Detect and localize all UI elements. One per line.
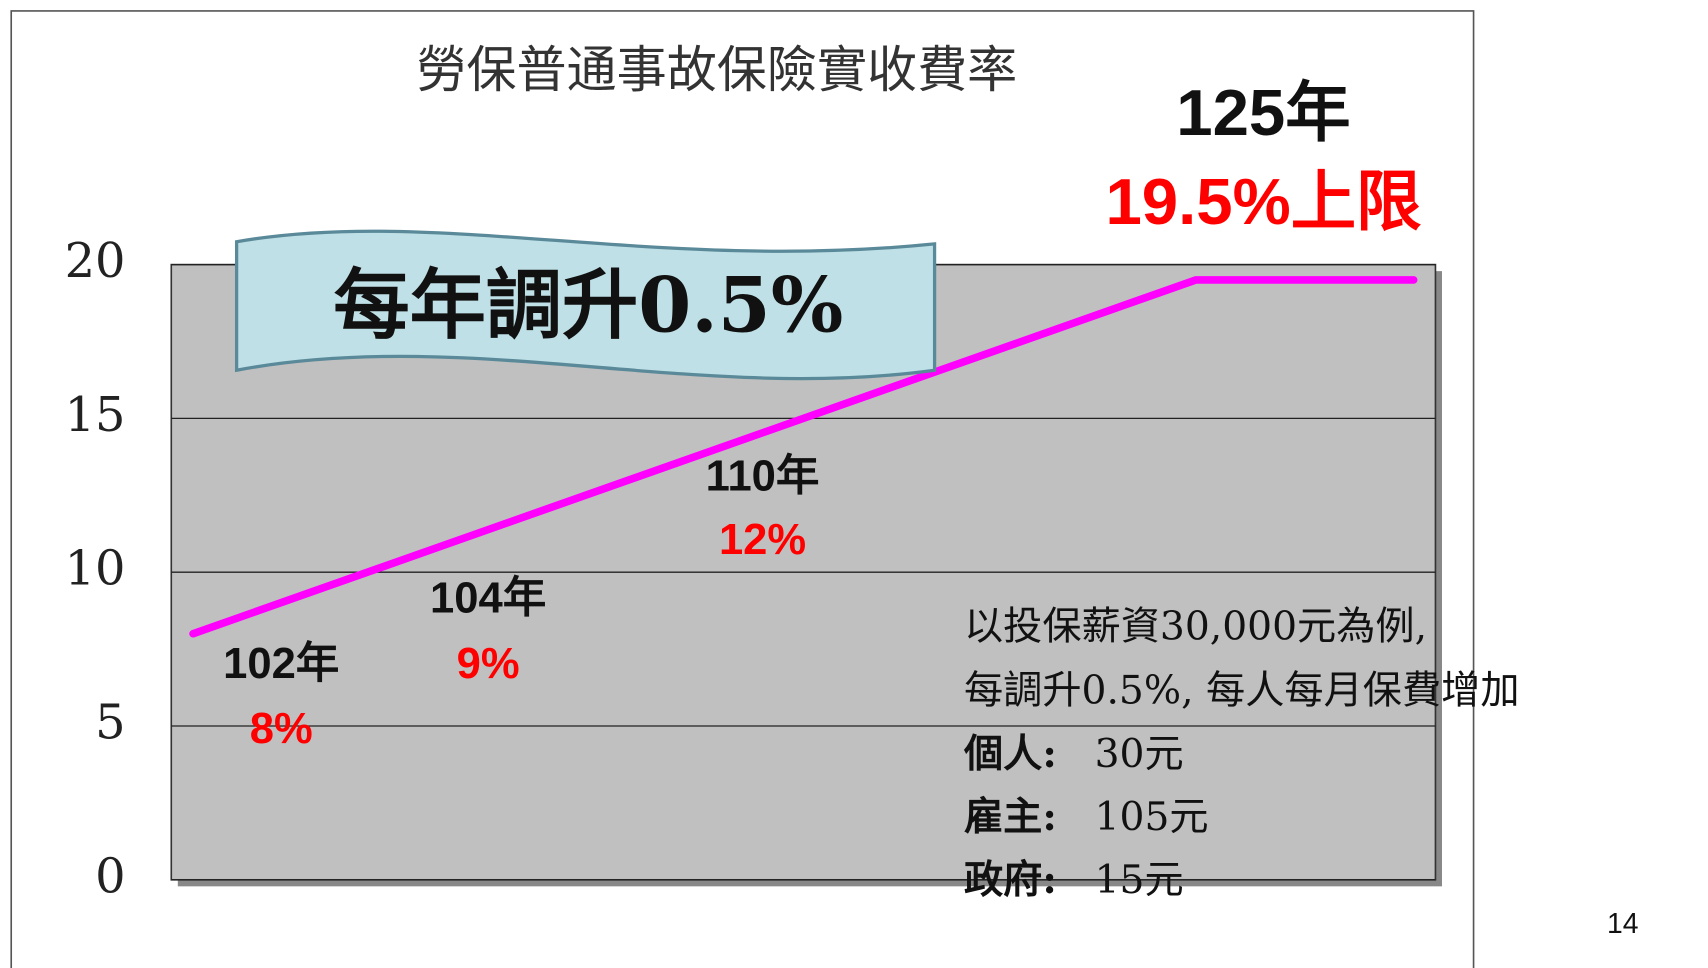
y-tick-label: 5 <box>95 696 125 751</box>
marks: 0 5 10 15 20 <box>65 234 1436 904</box>
banner <box>234 229 937 381</box>
annotation-value: 9% <box>457 640 520 688</box>
slide-frame <box>10 10 1475 968</box>
breakdown-amount: 30元 <box>1095 732 1184 777</box>
annotation-label: 104年 <box>430 575 546 623</box>
breakdown-label: 雇主: <box>964 794 1057 840</box>
annotation-label: 102年 <box>223 640 339 688</box>
data-line <box>189 276 1418 638</box>
annotation-value: 8% <box>250 705 313 753</box>
banner-text: 每年調升0.5% <box>333 259 843 349</box>
breakdown-label: 個人: <box>963 731 1057 777</box>
y-tick-label: 10 <box>65 542 126 597</box>
annotation-label: 125年 <box>1176 76 1350 149</box>
annotation-value: 19.5%上限 <box>1105 165 1421 238</box>
annotation-label: 110年 <box>706 453 820 501</box>
y-tick-label: 20 <box>65 234 126 289</box>
annotation-value: 12% <box>719 516 806 564</box>
note-line: 以投保薪資30,000元為例, <box>964 604 1427 649</box>
page-number: 14 <box>1607 907 1638 939</box>
breakdown-label: 政府: <box>964 857 1057 903</box>
breakdown-amount: 105元 <box>1095 795 1209 840</box>
y-tick-label: 15 <box>65 388 126 443</box>
note-line: 每調升0.5%, 每人每月保費增加 <box>964 669 1520 714</box>
chart-title: 勞保普通事故保險實收費率 <box>416 41 1017 99</box>
breakdown-amount: 15元 <box>1095 858 1184 903</box>
y-tick-label: 0 <box>95 849 125 904</box>
